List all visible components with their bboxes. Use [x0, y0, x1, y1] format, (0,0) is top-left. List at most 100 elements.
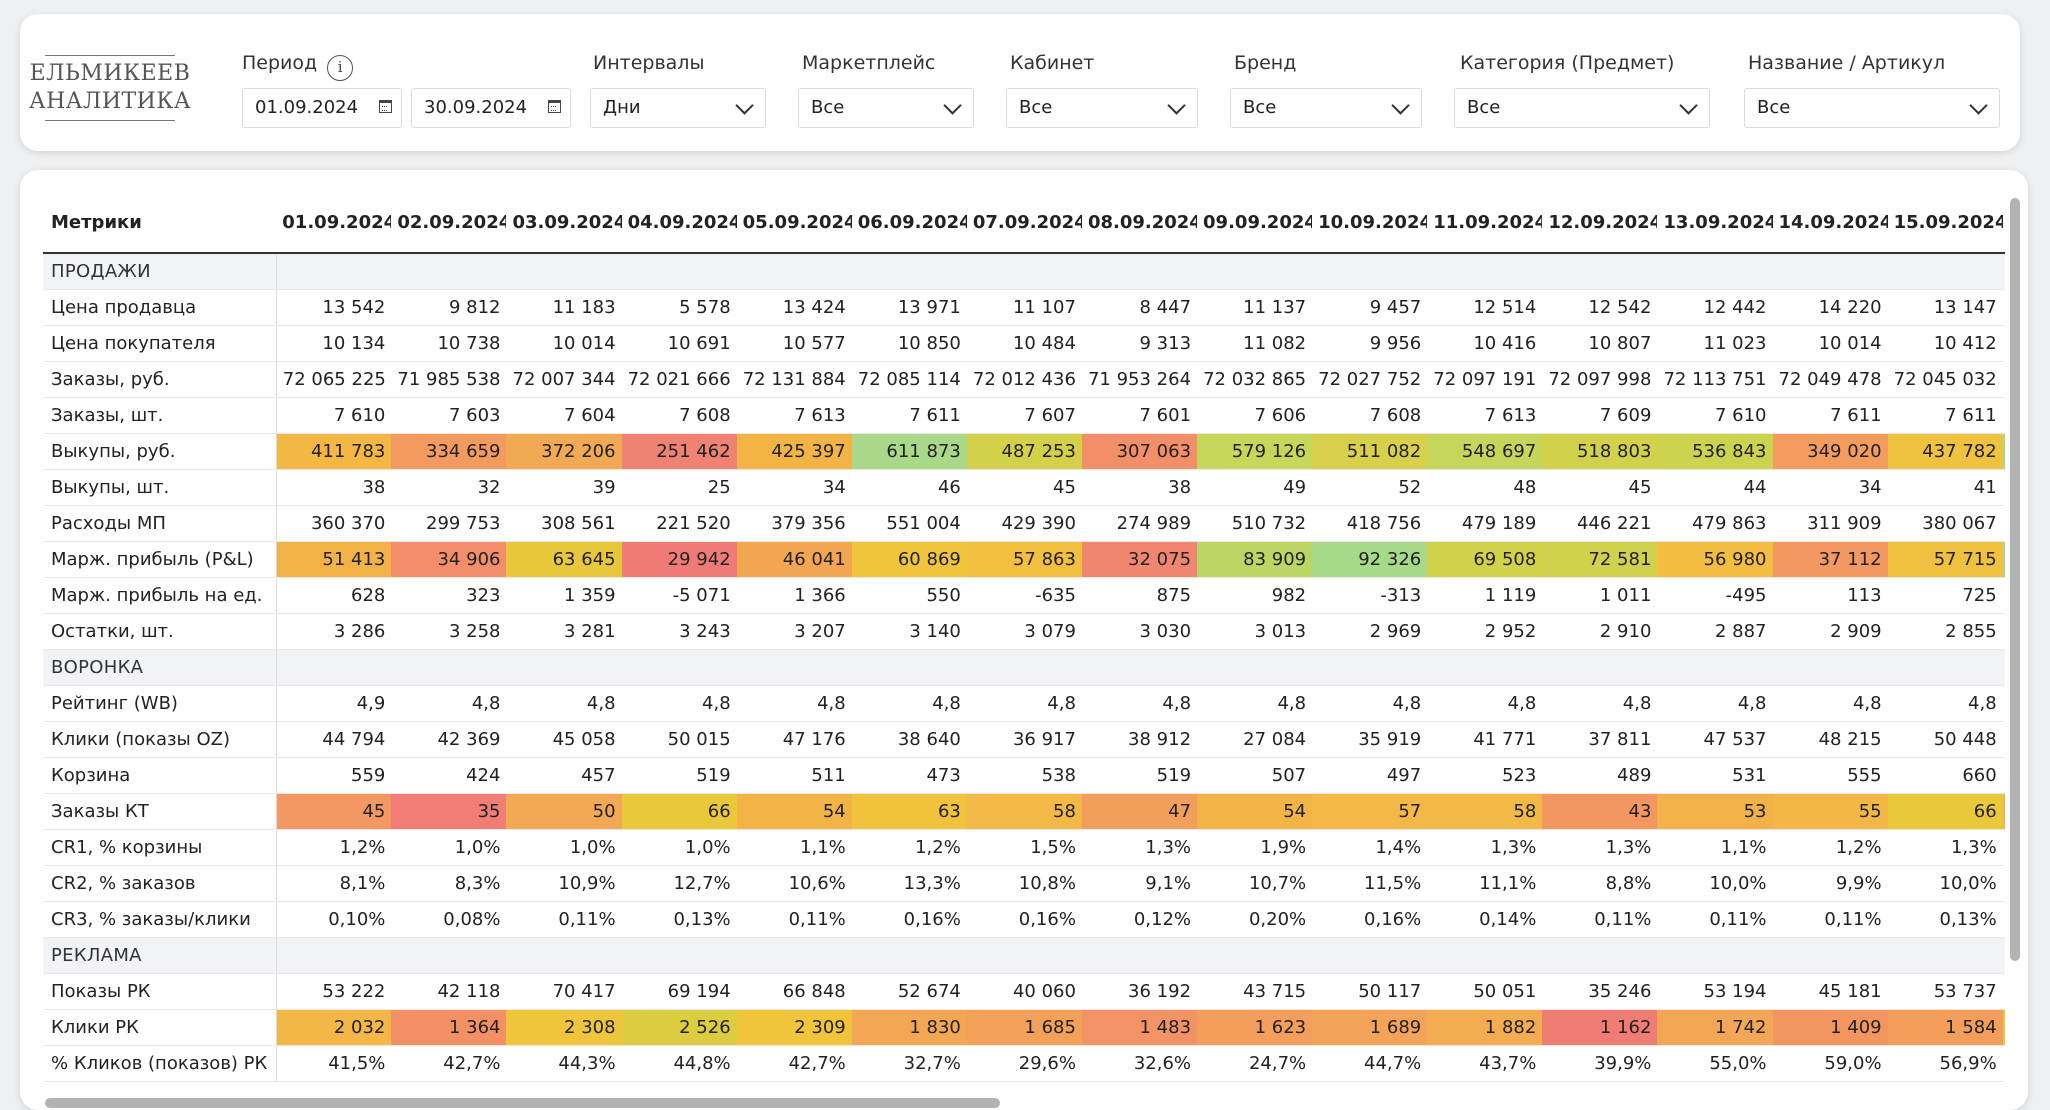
table-cell: 221 520 [621, 505, 737, 542]
category-select[interactable]: Все [1454, 88, 1710, 128]
table-cell: 1,0% [391, 829, 507, 866]
cabinet-select[interactable]: Все [1006, 88, 1198, 128]
table-cell: 54 [1197, 793, 1313, 830]
table-cell: 519 [621, 757, 737, 794]
table-cell: 72 045 032 [1887, 361, 2003, 398]
table-cell: 27 084 [1197, 721, 1313, 758]
table-cell: 50 448 [1887, 721, 2003, 758]
table-row: Заказы, руб. 72 065 225 71 985 538 72 007 3… [43, 361, 2005, 398]
table-cell: 10 416 [1427, 325, 1543, 362]
table-cell: 38 [276, 469, 392, 506]
category-value: Все [1467, 97, 1501, 118]
info-icon[interactable]: i [327, 55, 354, 81]
table-cell: 1 359 [506, 577, 622, 614]
date-from-field[interactable]: 01.09.2024 [242, 88, 402, 128]
table-cell: 7 608 [1312, 397, 1428, 434]
table-cell: 1,9% [1197, 829, 1313, 866]
table-cell: 10,6% [736, 865, 852, 902]
table-cell: -313 [1312, 577, 1428, 614]
table-cell: 418 756 [1312, 505, 1428, 542]
table-cell: 10 577 [736, 325, 852, 362]
table-cell: 66 848 [736, 973, 852, 1010]
table-cell: 1,2% [851, 829, 967, 866]
table-cell [736, 937, 852, 974]
table-cell: 4,8 [1887, 685, 2003, 722]
table-cell: 59,0% [1772, 1045, 1888, 1082]
table-cell: 36 192 [1081, 973, 1198, 1010]
calendar-icon[interactable] [548, 100, 561, 113]
table-cell [391, 937, 507, 974]
table-cell [1887, 253, 2003, 290]
table-cell: 7 604 [506, 397, 622, 434]
brand-select[interactable]: Все [1230, 88, 1422, 128]
table-cell: 52 674 [851, 973, 967, 1010]
table-cell: 66 [621, 793, 737, 830]
table-cell: 43 [1542, 793, 1658, 830]
article-value: Все [1757, 97, 1791, 118]
table-row: Расходы МП 360 370 299 753 308 561 221 520 37… [43, 505, 2005, 542]
table-cell: 55 [1772, 793, 1888, 830]
table-cell: 72 065 225 [276, 361, 392, 398]
table-cell: 2 969 [1312, 613, 1428, 650]
table-cell: 4,8 [1542, 685, 1658, 722]
calendar-icon[interactable] [379, 100, 392, 113]
table-row: Заказы, шт. 7 610 7 603 7 604 7 608 7 613 7 61… [43, 397, 2005, 434]
table-cell: 83 909 [1197, 541, 1313, 578]
metric-label: Показы РК [43, 973, 277, 1010]
table-cell: 47 [1081, 793, 1198, 830]
table-cell [1887, 649, 2003, 686]
metric-label: CR1, % корзины [43, 829, 277, 866]
table-cell: 0,11% [1657, 901, 1773, 938]
table-cell: 46 [851, 469, 967, 506]
table-cell: 71 9 [2002, 361, 2005, 398]
table-cell: 9,9% [1772, 865, 1888, 902]
table-cell: 57 715 [1887, 541, 2003, 578]
marketplace-select[interactable]: Все [798, 88, 974, 128]
table-cell: 7 610 [276, 397, 392, 434]
table-cell: 0,13% [621, 901, 737, 938]
table-cell: 3 258 [391, 613, 507, 650]
table-cell [2002, 577, 2005, 614]
table-cell: 349 020 [1772, 433, 1888, 470]
table-cell [2002, 505, 2005, 542]
table-cell [1427, 649, 1543, 686]
table-cell: 1 584 [1887, 1009, 2003, 1046]
table-cell: 2 308 [506, 1009, 622, 1046]
vertical-scrollbar[interactable] [2010, 198, 2020, 961]
table-cell [2002, 901, 2005, 938]
table-cell [1542, 649, 1658, 686]
brand-logo-line1: ЕЛЬМИКЕЕВ [29, 61, 191, 86]
article-select[interactable]: Все [1744, 88, 2000, 128]
table-cell: 660 [1887, 757, 2003, 794]
chevron-down-icon [1167, 96, 1186, 115]
metric-label: Заказы, руб. [43, 361, 277, 398]
table-cell: 52 [1312, 469, 1428, 506]
table-cell: 523 [1427, 757, 1543, 794]
date-to-field[interactable]: 30.09.2024 [411, 88, 571, 128]
table-cell: 43,7% [1427, 1045, 1543, 1082]
table-cell: 72 113 751 [1657, 361, 1773, 398]
date-column-header: 11.09.2024 [1427, 192, 1543, 254]
table-cell: 42 118 [391, 973, 507, 1010]
table-cell: 4,8 [621, 685, 737, 722]
table-cell: 2 526 [621, 1009, 737, 1046]
table-cell [1772, 937, 1888, 974]
metric-label: Заказы, шт. [43, 397, 277, 434]
table-cell: 50 117 [1312, 973, 1428, 1010]
table-cell: 1,2% [1772, 829, 1888, 866]
metric-label: Цена продавца [43, 289, 277, 326]
intervals-select[interactable]: Дни [590, 88, 766, 128]
table-cell: 2 952 [1427, 613, 1543, 650]
table-cell: 51 413 [276, 541, 392, 578]
table-cell: 334 659 [391, 433, 507, 470]
table-cell: 10 850 [851, 325, 967, 362]
table-cell: 60 869 [851, 541, 967, 578]
table-cell: 518 803 [1542, 433, 1658, 470]
table-cell: 10 691 [621, 325, 737, 362]
table-cell: 10 134 [276, 325, 392, 362]
date-column-header: 10.09.2024 [1312, 192, 1428, 254]
table-cell: 12 442 [1657, 289, 1773, 326]
date-column-header: 02.09.2024 [391, 192, 507, 254]
table-cell [1197, 937, 1313, 974]
table-cell [2002, 541, 2005, 578]
